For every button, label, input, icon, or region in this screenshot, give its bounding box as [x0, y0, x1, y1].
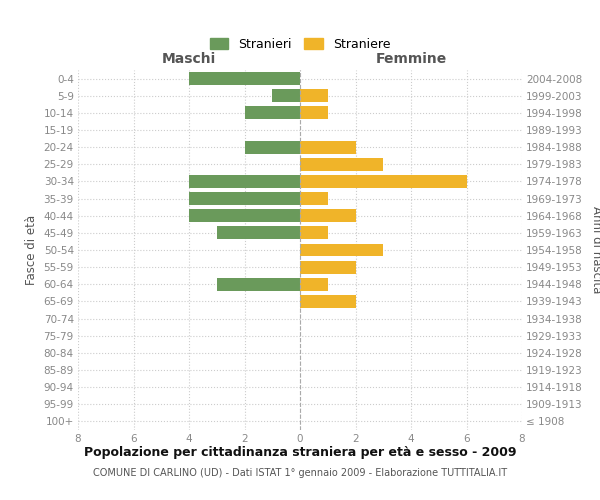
- Bar: [189, 72, 300, 85]
- Text: Maschi: Maschi: [162, 52, 216, 66]
- Bar: [300, 175, 467, 188]
- Bar: [189, 192, 300, 205]
- Bar: [245, 140, 300, 153]
- Bar: [300, 106, 328, 120]
- Bar: [217, 226, 300, 239]
- Bar: [300, 210, 355, 222]
- Text: Femmine: Femmine: [376, 52, 446, 66]
- Bar: [300, 90, 328, 102]
- Bar: [245, 106, 300, 120]
- Bar: [189, 210, 300, 222]
- Text: COMUNE DI CARLINO (UD) - Dati ISTAT 1° gennaio 2009 - Elaborazione TUTTITALIA.IT: COMUNE DI CARLINO (UD) - Dati ISTAT 1° g…: [93, 468, 507, 477]
- Bar: [189, 175, 300, 188]
- Bar: [300, 158, 383, 170]
- Bar: [217, 278, 300, 290]
- Bar: [300, 260, 355, 274]
- Bar: [300, 278, 328, 290]
- Bar: [300, 192, 328, 205]
- Bar: [300, 244, 383, 256]
- Bar: [300, 140, 355, 153]
- Bar: [272, 90, 300, 102]
- Y-axis label: Anni di nascita: Anni di nascita: [590, 206, 600, 294]
- Y-axis label: Fasce di età: Fasce di età: [25, 215, 38, 285]
- Text: Popolazione per cittadinanza straniera per età e sesso - 2009: Popolazione per cittadinanza straniera p…: [84, 446, 516, 459]
- Bar: [300, 295, 355, 308]
- Legend: Stranieri, Straniere: Stranieri, Straniere: [205, 33, 395, 56]
- Bar: [300, 226, 328, 239]
